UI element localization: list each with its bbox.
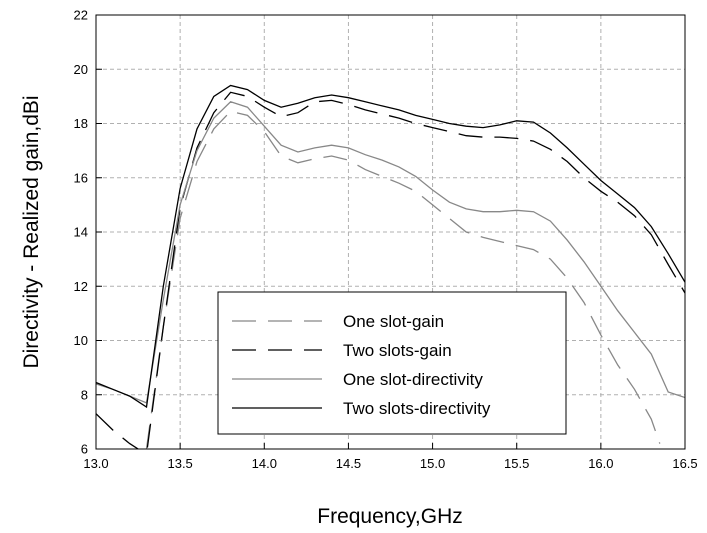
grid: [96, 15, 685, 449]
series-line-3: [96, 101, 685, 404]
y-tick-label: 18: [74, 116, 88, 131]
axis-ticks: 13.0 13.5 14.0 14.5 15.0 15.5 16.0 16.5 6 8 10 12 14…: [74, 8, 698, 472]
legend-label: Two slots-gain: [343, 341, 452, 360]
y-axis-title: Directivity - Realized gain,dBi: [20, 95, 43, 368]
series-layer: [96, 84, 685, 449]
x-tick-label: 13.0: [83, 456, 108, 471]
y-tick-label: 16: [74, 170, 88, 185]
legend-box: [217, 291, 567, 435]
x-tick-label: 16.5: [672, 456, 697, 471]
series-line-1: [145, 110, 661, 449]
x-tick-label: 13.5: [167, 456, 192, 471]
y-tick-label: 8: [81, 387, 88, 402]
legend: One slot-gain Two slots-gain One slot-dire…: [217, 291, 567, 435]
legend-label: One slot-directivity: [343, 370, 483, 389]
x-tick-label: 16.0: [588, 456, 613, 471]
x-tick-label: 14.0: [252, 456, 277, 471]
y-tick-label: 6: [81, 442, 88, 457]
legend-label: Two slots-directivity: [343, 399, 491, 418]
x-tick-label: 14.5: [336, 456, 361, 471]
y-tick-label: 14: [74, 225, 88, 240]
x-tick-label: 15.5: [504, 456, 529, 471]
x-axis-title: Frequency,GHz: [317, 505, 463, 528]
y-tick-label: 10: [74, 333, 88, 348]
y-tick-label: 12: [74, 279, 88, 294]
y-tick-label: 20: [74, 62, 88, 77]
x-tick-label: 15.0: [420, 456, 445, 471]
series-line-4: [96, 84, 685, 409]
legend-label: One slot-gain: [343, 312, 444, 331]
y-tick-label: 22: [74, 8, 88, 23]
